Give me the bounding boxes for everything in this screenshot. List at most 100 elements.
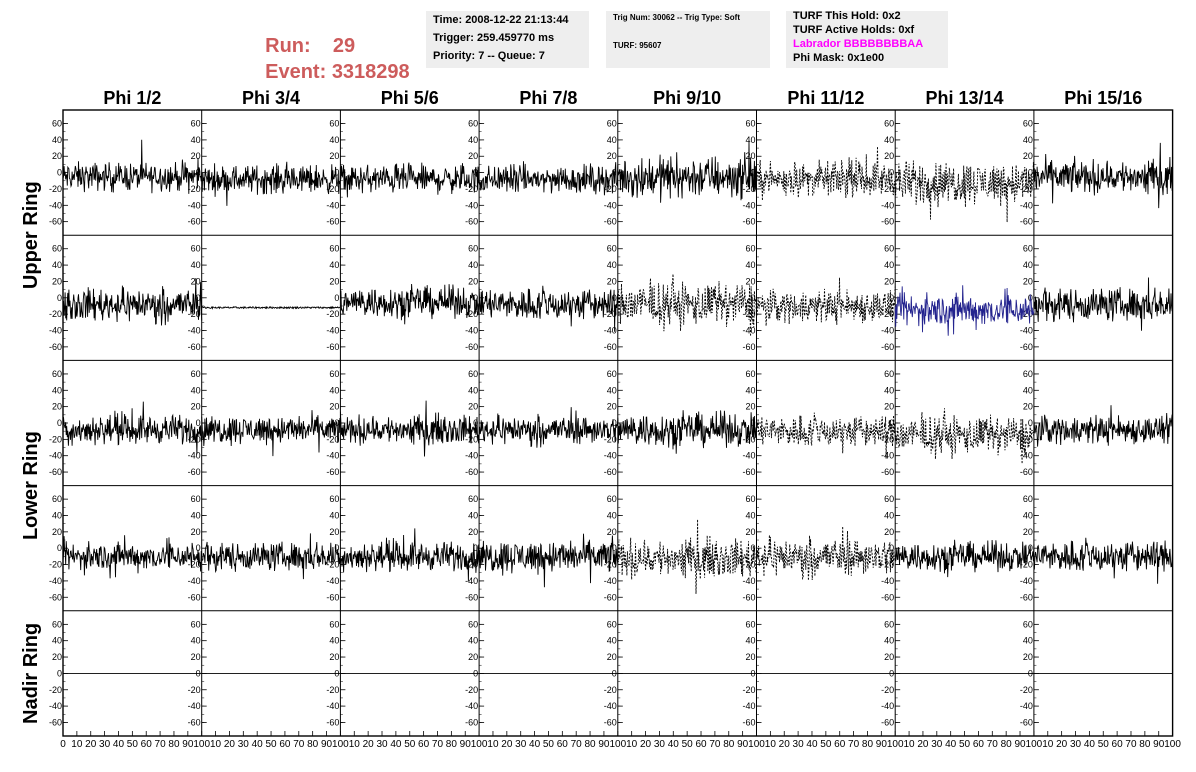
y-tick-label: 40 xyxy=(1023,135,1033,145)
x-tick-label: 20 xyxy=(363,739,375,750)
y-tick-label: 20 xyxy=(745,151,755,161)
y-tick-label: -60 xyxy=(465,342,478,352)
y-tick-label: 60 xyxy=(191,244,201,254)
x-tick-label: 90 xyxy=(737,739,749,750)
y-tick-label: -60 xyxy=(326,217,339,227)
waveform-trace xyxy=(62,401,203,455)
y-tick-label: -40 xyxy=(49,451,62,461)
row-title: Upper Ring xyxy=(20,181,42,289)
y-tick-label: -20 xyxy=(1020,685,1033,695)
y-tick-label: 40 xyxy=(745,636,755,646)
y-tick-label: -60 xyxy=(604,467,617,477)
waveform-trace xyxy=(339,528,480,582)
y-tick-label: -60 xyxy=(1020,467,1033,477)
y-tick-label: -40 xyxy=(742,576,755,586)
trig-num: Trig Num: 30062 -- Trig Type: Soft xyxy=(613,13,740,22)
y-tick-label: 60 xyxy=(1023,369,1033,379)
x-tick-label: 60 xyxy=(695,739,707,750)
y-tick-label: 40 xyxy=(607,385,617,395)
y-tick-label: 40 xyxy=(607,135,617,145)
phi-mask: Phi Mask: 0x1e00 xyxy=(793,52,885,64)
y-tick-label: 60 xyxy=(329,619,339,629)
y-tick-label: 40 xyxy=(884,636,894,646)
row-title: Lower Ring xyxy=(20,431,42,540)
y-tick-label: -60 xyxy=(49,592,62,602)
y-tick-label: 20 xyxy=(607,402,617,412)
y-tick-label: 40 xyxy=(191,636,201,646)
y-tick-label: 20 xyxy=(468,276,478,286)
x-tick-label: 30 xyxy=(931,739,943,750)
y-tick-label: -40 xyxy=(188,326,201,336)
y-tick-label: 20 xyxy=(191,527,201,537)
x-tick-label: 70 xyxy=(987,739,999,750)
waveform-trace xyxy=(617,410,757,454)
y-tick-label: 20 xyxy=(468,151,478,161)
y-tick-label: -60 xyxy=(742,717,755,727)
y-tick-label: 60 xyxy=(745,244,755,254)
y-tick-label: 60 xyxy=(745,494,755,504)
x-tick-label: 100 xyxy=(193,739,210,750)
y-tick-label: -20 xyxy=(604,434,617,444)
y-tick-label: 40 xyxy=(607,260,617,270)
labrador-status: Labrador BBBBBBBBAA xyxy=(793,38,924,50)
y-tick-label: -20 xyxy=(742,685,755,695)
x-tick-label: 10 xyxy=(210,739,222,750)
y-tick-label: 60 xyxy=(329,494,339,504)
y-tick-label: 40 xyxy=(1023,260,1033,270)
y-tick-label: -60 xyxy=(604,592,617,602)
waveform-trace xyxy=(478,285,619,332)
y-tick-label: -40 xyxy=(881,576,894,586)
column-title: Phi 1/2 xyxy=(103,88,161,108)
y-tick-label: 0 xyxy=(473,293,478,303)
x-tick-label: 30 xyxy=(99,739,111,750)
column-title: Phi 9/10 xyxy=(653,88,721,108)
y-tick-label: 20 xyxy=(1023,276,1033,286)
y-tick-label: -20 xyxy=(1020,560,1033,570)
y-tick-label: -20 xyxy=(188,184,201,194)
x-tick-label: 100 xyxy=(748,739,765,750)
y-tick-label: 0 xyxy=(334,543,339,553)
y-tick-label: 60 xyxy=(884,619,894,629)
x-tick-label: 50 xyxy=(959,739,971,750)
y-tick-label: 0 xyxy=(57,543,62,553)
y-tick-label: 20 xyxy=(329,276,339,286)
waveform-trace xyxy=(1033,537,1174,584)
y-tick-label: -40 xyxy=(49,576,62,586)
x-tick-label: 40 xyxy=(390,739,402,750)
y-tick-label: -60 xyxy=(49,342,62,352)
y-tick-label: -60 xyxy=(604,717,617,727)
y-tick-label: -20 xyxy=(326,685,339,695)
y-tick-label: -60 xyxy=(188,342,201,352)
y-tick-label: -60 xyxy=(188,717,201,727)
y-tick-label: -40 xyxy=(465,451,478,461)
x-tick-label: 80 xyxy=(168,739,180,750)
y-tick-label: 60 xyxy=(329,369,339,379)
y-tick-label: 20 xyxy=(468,527,478,537)
y-tick-label: 40 xyxy=(745,260,755,270)
y-tick-label: 40 xyxy=(191,510,201,520)
y-tick-label: 60 xyxy=(884,119,894,129)
trigger-time: Trigger: 259.459770 ms xyxy=(433,32,555,44)
y-tick-label: 20 xyxy=(191,652,201,662)
waveform-trace xyxy=(339,283,480,325)
y-tick-label: 0 xyxy=(334,293,339,303)
x-tick-label: 60 xyxy=(557,739,569,750)
waveform-trace xyxy=(478,407,619,448)
y-tick-label: 40 xyxy=(329,510,339,520)
y-tick-label: -40 xyxy=(604,200,617,210)
y-tick-label: 60 xyxy=(468,494,478,504)
y-tick-label: -60 xyxy=(326,717,339,727)
y-tick-label: 40 xyxy=(745,510,755,520)
y-tick-label: 60 xyxy=(191,619,201,629)
y-tick-label: -60 xyxy=(188,467,201,477)
x-tick-label: 30 xyxy=(793,739,805,750)
y-tick-label: 20 xyxy=(329,402,339,412)
y-tick-label: 20 xyxy=(745,276,755,286)
y-tick-label: 60 xyxy=(468,369,478,379)
y-tick-label: -40 xyxy=(465,701,478,711)
event-number: Event: 3318298 xyxy=(254,38,410,84)
y-tick-label: -20 xyxy=(49,434,62,444)
column-title: Phi 13/14 xyxy=(926,88,1004,108)
y-tick-label: -60 xyxy=(742,342,755,352)
y-tick-label: 20 xyxy=(52,402,62,412)
